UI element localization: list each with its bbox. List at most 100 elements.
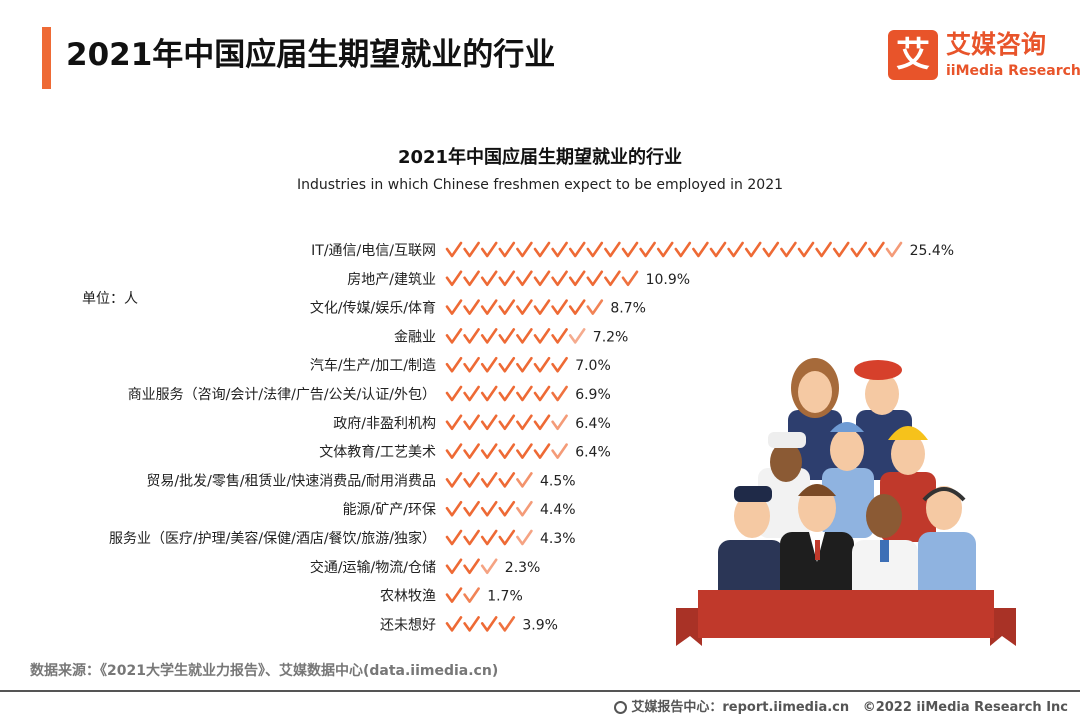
check-icon [445,328,463,344]
check-icon [480,472,498,488]
check-icon [498,385,516,402]
category-label: 服务业（医疗/护理/美容/保健/酒店/餐饮/旅游/独家） [109,530,436,547]
check-icon [868,241,885,258]
check-icon [692,241,709,258]
check-icon [498,241,516,258]
check-icon [551,328,568,344]
check-icon [463,529,480,546]
check-icon [445,472,463,488]
check-icon [480,616,498,632]
check-icon [639,241,656,258]
value-label: 25.4% [910,243,954,259]
category-label: 商业服务（咨询/会计/法律/广告/公关/认证/外包） [128,387,436,403]
value-label: 2.3% [505,560,541,576]
check-icon [480,529,498,546]
check-icon [480,558,498,575]
logo-chinese-name: 艾媒咨询 [946,30,1047,59]
check-icon [656,241,674,258]
category-label: 农林牧渔 [380,589,436,605]
value-label: 6.4% [575,445,611,461]
check-icon [445,299,463,315]
businessman-figure [780,484,854,632]
check-icon [480,241,498,258]
category-label: 交通/运输/物流/仓储 [310,559,436,576]
category-label: 还未想好 [380,617,436,633]
logo-english-name: iiMedia Research [946,63,1080,79]
check-icon [568,299,586,315]
iimedia-logo: 艾 艾媒咨询 iiMedia Research [888,30,1080,82]
check-icon [516,414,533,431]
check-icon [551,270,568,287]
category-label: 政府/非盈利机构 [333,416,436,432]
check-icon [445,529,463,546]
value-label: 6.9% [575,387,611,403]
check-icon [463,241,480,258]
check-icon [815,241,832,258]
bar-5 [445,385,568,402]
check-icon [480,270,498,287]
check-icon [780,241,797,258]
check-icon [551,385,568,402]
check-icon [445,443,463,459]
check-icon [533,328,551,344]
check-icon [445,270,463,287]
check-icon [709,241,727,258]
category-label: 房地产/建筑业 [347,272,436,288]
check-icon [516,500,533,517]
check-icon [850,241,868,258]
bar-8 [445,472,533,488]
check-icon [516,472,533,488]
check-icon [463,472,480,488]
check-icon [445,500,463,517]
check-icon [621,270,639,287]
check-icon [480,414,498,431]
check-icon [586,270,604,287]
bar-0 [445,241,903,258]
copyright: ©2022 iiMedia Research Inc [862,700,1068,715]
check-icon [498,443,516,459]
value-label: 6.4% [575,416,611,432]
check-icon [516,385,533,402]
check-icon [463,558,480,575]
check-icon [498,299,516,315]
check-icon [516,443,533,459]
chef-figure [758,432,810,538]
bar-3 [445,328,586,344]
check-icon [498,270,516,287]
check-icon [551,414,568,431]
check-icon [744,241,762,258]
check-icon [480,356,498,373]
value-label: 4.3% [540,531,576,547]
globe-icon [614,701,628,714]
check-icon [797,241,815,258]
bar-13 [445,616,516,632]
footer-credit: 艾媒报告中心：report.iimedia.cn ©2022 iiMedia R… [614,696,1068,715]
check-icon [463,328,480,344]
check-icon [551,443,568,459]
check-icon [498,414,516,431]
check-icon [516,356,533,373]
check-icon [516,270,533,287]
value-label: 7.2% [593,329,629,345]
check-icon [604,241,621,258]
check-icon [480,500,498,517]
chart-title: 2021年中国应届生期望就业的行业 [397,147,683,168]
check-icon [568,241,586,258]
check-icon [498,529,516,546]
check-icon [498,616,516,632]
bar-6 [445,414,568,431]
category-label: 汽车/生产/加工/制造 [310,357,436,374]
check-icon [480,299,498,315]
bar-9 [445,500,533,517]
bar-2 [445,299,604,315]
unit-note: 单位：人 [82,291,138,307]
check-icon [445,241,463,258]
value-label: 3.9% [522,617,558,633]
check-icon [516,241,533,258]
category-label: 贸易/批发/零售/租赁业/快速消费品/耐用消费品 [146,473,436,489]
check-icon [533,356,551,373]
value-label: 4.4% [540,502,576,518]
logo-mark-icon: 艾 [888,30,938,80]
check-icon [762,241,780,258]
professionals-illustration [676,358,1016,646]
